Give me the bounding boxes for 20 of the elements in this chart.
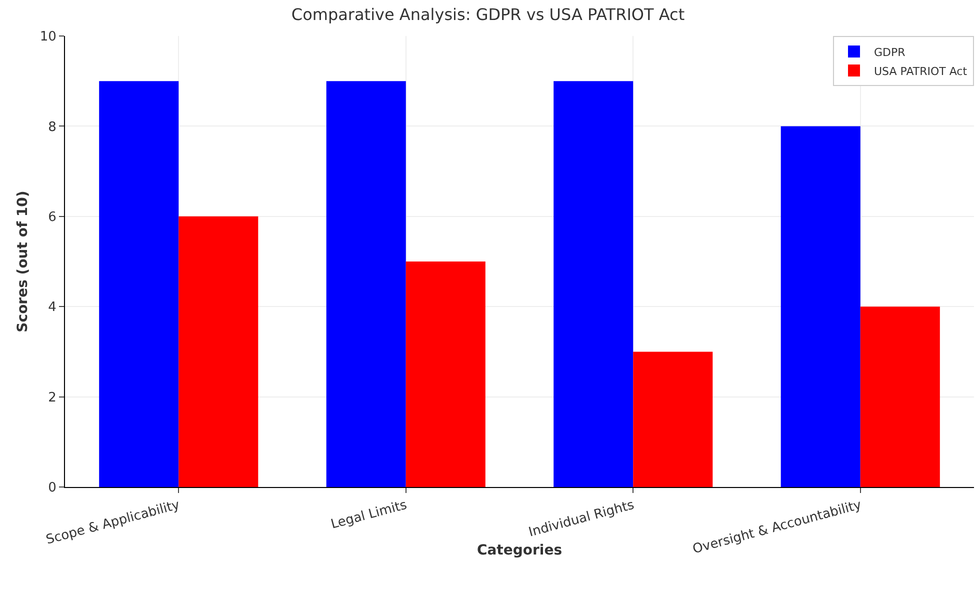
legend-label: GDPR (874, 46, 906, 59)
y-tick-label: 8 (48, 120, 56, 135)
y-tick-label: 2 (48, 390, 56, 406)
bar (178, 216, 258, 487)
x-axis-title: Categories (476, 542, 562, 558)
bar (326, 81, 406, 487)
x-tick-label: Legal Limits (329, 498, 409, 532)
chart-title: Comparative Analysis: GDPR vs USA PATRIOT Act (291, 5, 685, 24)
legend-label: USA PATRIOT Act (874, 64, 968, 78)
bar (860, 306, 940, 487)
y-tick-label: 6 (48, 210, 56, 225)
y-tick-label: 0 (48, 480, 56, 496)
y-axis-title: Scores (out of 10) (15, 190, 31, 332)
y-tick-label: 4 (48, 300, 56, 316)
bar (99, 81, 179, 487)
bar (633, 352, 713, 487)
bar (406, 262, 486, 487)
bar (554, 81, 634, 487)
y-tick-label: 10 (40, 30, 56, 45)
bar (780, 126, 860, 487)
